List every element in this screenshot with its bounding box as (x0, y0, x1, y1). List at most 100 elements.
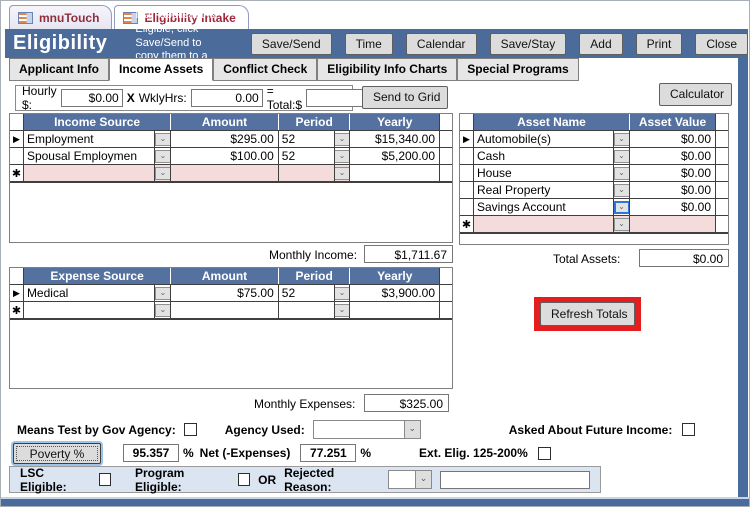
asset-value-cell[interactable]: $0.00 (630, 199, 716, 215)
new-record-icon[interactable]: ✱ (460, 216, 474, 232)
print-button[interactable]: Print (635, 32, 683, 55)
period-cell[interactable] (278, 165, 335, 181)
lsc-eligible-checkbox[interactable] (98, 473, 111, 486)
new-record-icon[interactable]: ✱ (10, 302, 24, 318)
doc-tab-mnutouch[interactable]: mnuTouch (9, 5, 113, 29)
yearly-cell[interactable]: $3,900.00 (350, 285, 441, 301)
dropdown-arrow-icon[interactable] (403, 421, 420, 438)
weekly-hours-input[interactable] (190, 89, 263, 107)
or-label: OR (258, 472, 277, 487)
dropdown-cell (334, 165, 351, 181)
calendar-button[interactable]: Calendar (405, 32, 477, 55)
asset-name-cell[interactable]: Automobile(s) (474, 131, 614, 147)
dropdown-arrow-icon[interactable] (155, 132, 171, 146)
agency-used-combo[interactable] (312, 420, 421, 439)
rejected-reason-input[interactable] (440, 470, 590, 489)
close-button[interactable]: Close (695, 32, 748, 55)
tab-conflict-check[interactable]: Conflict Check (213, 58, 318, 81)
period-cell[interactable]: 52 (278, 131, 335, 147)
asset-value-cell[interactable] (630, 216, 716, 232)
dropdown-arrow-icon[interactable] (415, 471, 431, 488)
tab-income-assets[interactable]: Income Assets (109, 58, 214, 81)
amount-cell[interactable] (171, 302, 279, 318)
period-cell[interactable] (278, 302, 335, 318)
asset-value-cell[interactable]: $0.00 (630, 148, 716, 164)
asset-name-cell[interactable]: Savings Account (474, 199, 614, 215)
record-selector[interactable] (10, 148, 24, 164)
asset-name-cell[interactable]: Real Property (474, 182, 614, 198)
dropdown-arrow-icon[interactable] (614, 183, 629, 197)
new-record-icon[interactable]: ✱ (10, 165, 24, 181)
asset-value-cell[interactable]: $0.00 (630, 131, 716, 147)
record-selector[interactable] (460, 199, 474, 215)
time-button[interactable]: Time (344, 32, 393, 55)
yearly-cell[interactable]: $15,340.00 (350, 131, 441, 147)
tab-special-programs[interactable]: Special Programs (457, 58, 579, 81)
asset-name-cell[interactable]: Cash (474, 148, 614, 164)
means-test-checkbox[interactable] (183, 423, 197, 436)
asset-value-cell[interactable]: $0.00 (630, 165, 716, 181)
dropdown-arrow-icon[interactable] (334, 286, 350, 300)
program-eligible-checkbox[interactable] (237, 473, 251, 486)
current-record-arrow-icon[interactable]: ▶ (10, 131, 24, 147)
dropdown-arrow-icon[interactable] (155, 149, 171, 163)
yearly-cell[interactable] (350, 302, 441, 318)
hourly-total-input[interactable] (306, 89, 365, 107)
doc-tab-eligibility-intake[interactable]: Eligibility Intake (114, 5, 249, 29)
dropdown-arrow-icon[interactable] (155, 286, 171, 300)
income-source-cell[interactable]: Spousal Employmen (23, 148, 156, 164)
yearly-cell[interactable]: $5,200.00 (350, 148, 441, 164)
form-icon (123, 11, 139, 24)
add-button[interactable]: Add (579, 32, 623, 55)
amount-cell[interactable] (171, 165, 279, 181)
income-source-cell[interactable] (23, 165, 156, 181)
amount-cell[interactable]: $75.00 (171, 285, 279, 301)
current-record-arrow-icon[interactable]: ▶ (460, 131, 474, 147)
rejected-reason-combo[interactable] (388, 470, 432, 489)
net-percent-input[interactable] (300, 444, 357, 462)
period-cell[interactable]: 52 (278, 148, 335, 164)
dropdown-arrow-icon[interactable] (614, 132, 629, 146)
yearly-cell[interactable] (350, 165, 441, 181)
current-record-arrow-icon[interactable]: ▶ (10, 285, 24, 301)
amount-cell[interactable]: $100.00 (171, 148, 279, 164)
poverty-percent-button[interactable]: Poverty % (13, 442, 101, 464)
dropdown-arrow-icon[interactable] (155, 303, 171, 317)
net-expenses-label: Net (-Expenses) (199, 446, 291, 460)
tab-eligibility-info-charts[interactable]: Eligibility Info Charts (317, 58, 458, 81)
amount-cell[interactable]: $295.00 (171, 131, 279, 147)
dropdown-arrow-icon[interactable] (334, 303, 350, 317)
save-send-button[interactable]: Save/Send (250, 32, 332, 55)
send-to-grid-button[interactable]: Send to Grid (362, 86, 448, 109)
refresh-totals-button[interactable]: Refresh Totals (540, 302, 635, 326)
period-cell[interactable]: 52 (278, 285, 335, 301)
income-source-cell[interactable]: Employment (23, 131, 156, 147)
asset-name-cell[interactable]: House (474, 165, 614, 181)
ext-elig-checkbox[interactable] (537, 446, 551, 460)
expense-source-cell[interactable]: Medical (23, 285, 156, 301)
amount-header: Amount (171, 268, 279, 284)
calculator-button[interactable]: Calculator (659, 83, 732, 106)
monthly-income-label: Monthly Income: (269, 248, 358, 262)
dropdown-arrow-icon[interactable] (155, 166, 171, 180)
record-selector[interactable] (460, 182, 474, 198)
expense-source-cell[interactable] (23, 302, 156, 318)
poverty-percent-input[interactable] (123, 444, 179, 462)
dropdown-arrow-icon[interactable] (614, 200, 629, 214)
asset-value-cell[interactable]: $0.00 (630, 182, 716, 198)
dropdown-arrow-icon[interactable] (614, 166, 629, 180)
asset-name-cell[interactable] (474, 216, 614, 232)
future-income-checkbox[interactable] (682, 423, 696, 436)
tab-applicant-info[interactable]: Applicant Info (9, 58, 109, 81)
save-stay-button[interactable]: Save/Stay (489, 32, 567, 55)
dropdown-arrow-icon[interactable] (614, 149, 629, 163)
dropdown-arrow-icon[interactable] (334, 149, 350, 163)
record-selector[interactable] (460, 165, 474, 181)
hourly-rate-input[interactable] (60, 89, 123, 107)
record-selector[interactable] (460, 148, 474, 164)
dropdown-arrow-icon[interactable] (614, 217, 629, 231)
dropdown-arrow-icon[interactable] (334, 166, 350, 180)
income-source-header: Income Source (23, 114, 172, 130)
form-tab-bar: Applicant Info Income Assets Conflict Ch… (9, 58, 579, 81)
dropdown-arrow-icon[interactable] (334, 132, 350, 146)
